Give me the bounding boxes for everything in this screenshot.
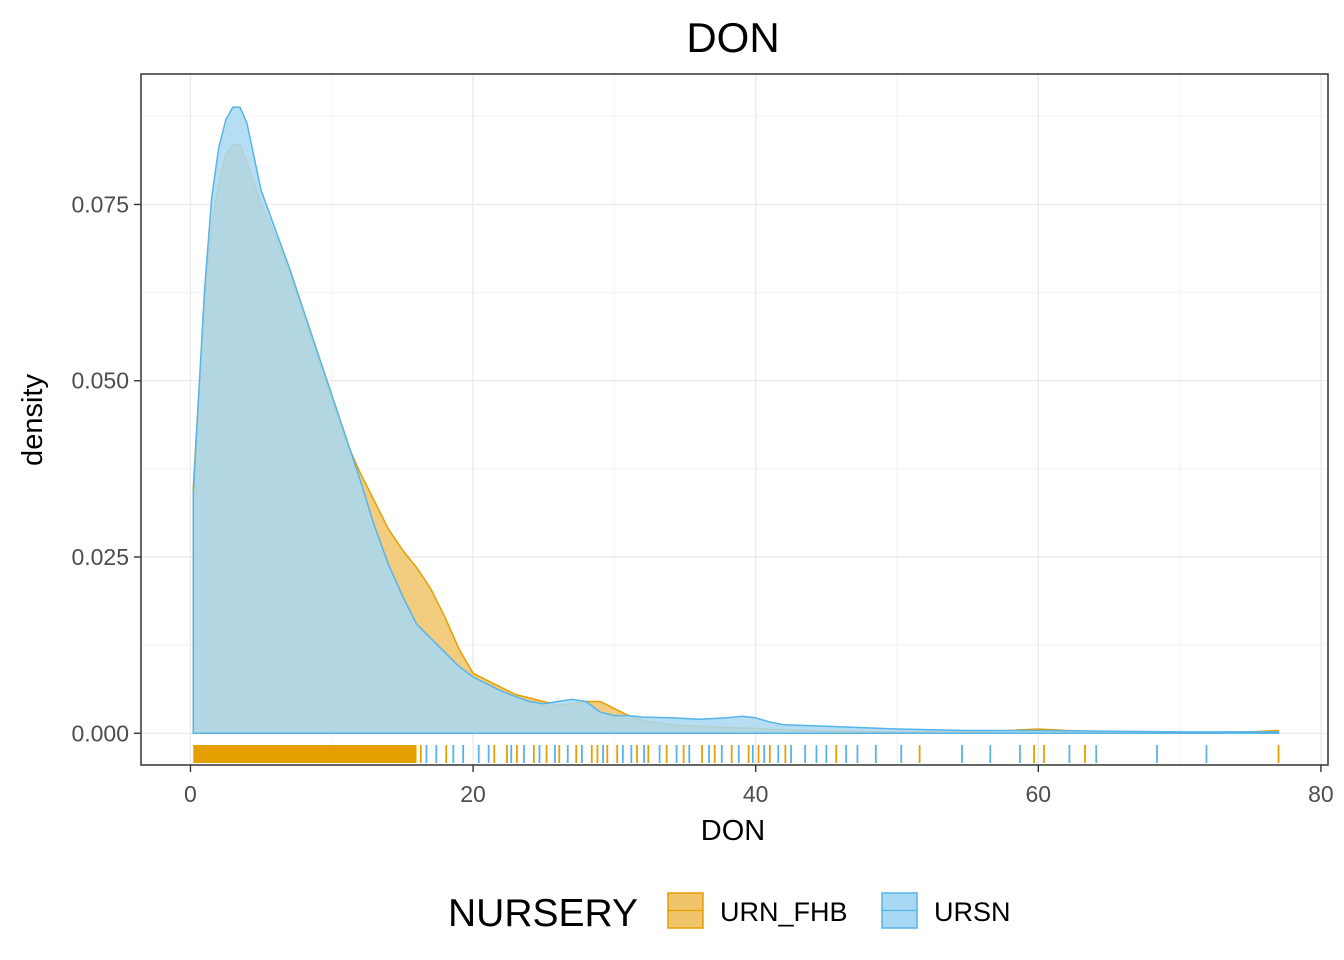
x-tick-label: 20 [460,781,486,807]
x-tick-label: 80 [1308,781,1334,807]
density-area-ursn [192,106,1280,735]
x-tick-label: 40 [743,781,769,807]
y-tick-label: 0.075 [71,191,129,217]
density-areas [192,106,1280,735]
x-axis: 0 20 40 60 80 [184,765,1334,807]
rug-marks [193,745,1280,763]
panel-border [140,73,1329,766]
y-tick-label: 0.025 [71,544,129,570]
x-axis-title: DON [701,815,765,847]
y-tick-label: 0.050 [71,368,129,394]
x-tick-label: 60 [1026,781,1052,807]
rug-dense-band [193,745,417,763]
legend-item-ursn: URSN [881,892,1011,929]
legend-label-ursn: URSN [934,897,1011,927]
legend-title: NURSERY [448,892,638,935]
y-axis: 0.000 0.025 0.050 0.075 [71,191,141,746]
legend: NURSERY URN_FHB URSN [448,892,1011,935]
y-axis-title: density [17,374,49,466]
x-tick-label: 0 [184,781,197,807]
plot-panel [140,73,1329,766]
legend-label-urn-fhb: URN_FHB [720,897,848,927]
legend-item-urn-fhb: URN_FHB [667,892,848,929]
chart-title: DON [686,14,779,61]
y-tick-label: 0.000 [71,720,129,746]
